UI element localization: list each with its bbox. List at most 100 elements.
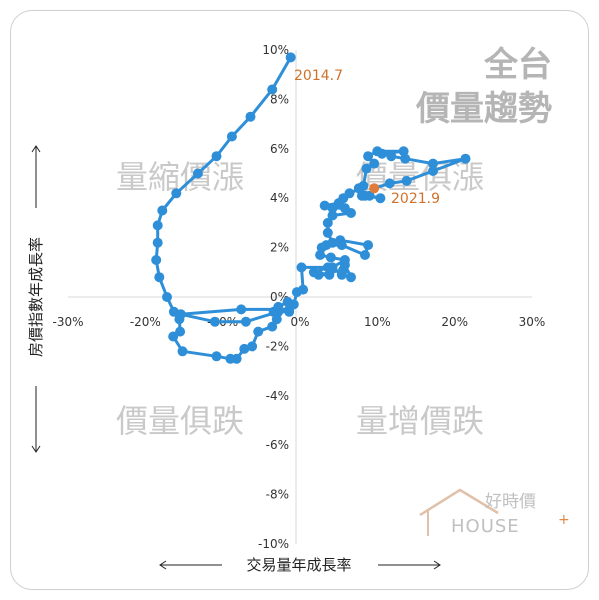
data-point xyxy=(296,262,307,273)
data-point xyxy=(363,240,374,251)
data-point xyxy=(400,153,411,164)
data-point xyxy=(325,252,336,263)
data-point xyxy=(236,304,247,315)
data-point xyxy=(154,272,165,283)
x-axis-title: 交易量年成長率 xyxy=(246,556,351,574)
data-point xyxy=(327,237,338,248)
y-axis-arrow-bottom-head xyxy=(31,445,41,453)
house-plus-logo: 好時價 HOUSE + xyxy=(419,488,570,537)
data-point xyxy=(356,190,367,201)
y-tick-labels: 10%8%6%4%2%0%-2%-4%-6%-8%-10% xyxy=(258,43,289,551)
data-point xyxy=(460,153,471,164)
data-point xyxy=(273,306,284,317)
data-point xyxy=(339,255,350,265)
data-point xyxy=(327,262,338,273)
y-axis-title: 房價指數年成長率 xyxy=(27,237,45,357)
annotation-end: 2021.9 xyxy=(391,191,440,207)
x-tick-labels: -30% -20% -10% 0% 10% 20% 30% xyxy=(52,315,545,329)
data-point xyxy=(152,237,163,248)
data-point xyxy=(152,220,163,231)
data-point xyxy=(240,316,251,327)
y-tick-label: -2% xyxy=(266,339,289,353)
y-axis-title-group: 房價指數年成長率 xyxy=(27,145,45,453)
data-point xyxy=(239,343,250,354)
y-tick-label: -4% xyxy=(266,389,289,403)
y-tick-label: -6% xyxy=(266,438,289,452)
data-point xyxy=(313,269,324,280)
data-point xyxy=(177,346,188,357)
data-point xyxy=(377,148,387,159)
y-tick-label: -8% xyxy=(266,488,289,502)
x-tick-label: 10% xyxy=(364,315,391,329)
x-tick-label: -30% xyxy=(52,315,83,329)
data-point xyxy=(162,292,172,302)
x-axis-arrow-left-head xyxy=(159,560,167,570)
data-point xyxy=(322,217,333,228)
data-point xyxy=(428,158,438,169)
data-point xyxy=(267,321,278,332)
data-point xyxy=(245,111,256,122)
data-point xyxy=(211,351,222,362)
data-point xyxy=(284,306,295,317)
house-roof-icon xyxy=(419,488,499,517)
chart-frame xyxy=(10,10,589,590)
logo-text-cn: 好時價 xyxy=(485,492,536,512)
x-axis-title-group: 交易量年成長率 xyxy=(159,556,441,574)
data-point xyxy=(288,299,299,310)
quadrant-label-bottom-left: 價量俱跌 xyxy=(116,402,244,440)
data-point xyxy=(338,193,349,204)
data-point xyxy=(369,158,380,169)
data-point xyxy=(151,255,162,265)
quadrant-label-bottom-right: 量增價跌 xyxy=(356,402,484,440)
data-point xyxy=(336,269,347,280)
data-point xyxy=(192,168,203,179)
data-point xyxy=(171,188,182,199)
y-tick-label: -10% xyxy=(258,537,289,551)
y-axis-arrow-top-head xyxy=(31,145,41,153)
data-point xyxy=(346,272,356,283)
data-point xyxy=(247,341,258,352)
chart-title-line-2: 價量趨勢 xyxy=(415,89,552,129)
data-point xyxy=(298,284,309,295)
y-tick-label: 4% xyxy=(270,191,289,205)
data-point xyxy=(363,151,374,162)
data-point xyxy=(285,52,296,63)
data-point xyxy=(327,210,338,221)
chart-title-line-1: 全台 xyxy=(483,45,552,85)
x-tick-label: 0% xyxy=(290,315,309,329)
data-point xyxy=(267,84,278,95)
data-point xyxy=(168,331,179,342)
x-tick-label: 20% xyxy=(441,315,468,329)
y-tick-label: 10% xyxy=(262,43,289,57)
logo-plus-icon: + xyxy=(558,512,570,528)
y-tick-label: 6% xyxy=(270,142,289,156)
data-point xyxy=(319,200,330,211)
data-point xyxy=(384,178,395,189)
data-point-latest xyxy=(369,183,380,194)
data-point xyxy=(209,316,220,327)
data-point xyxy=(322,227,333,238)
x-tick-label: 30% xyxy=(519,315,546,329)
data-point xyxy=(428,166,438,176)
x-tick-label: -20% xyxy=(130,315,161,329)
data-point xyxy=(175,309,186,320)
data-point xyxy=(157,205,168,216)
x-axis-arrow-right-head xyxy=(433,560,441,570)
logo-text-en: HOUSE xyxy=(451,516,520,537)
data-point xyxy=(364,190,375,201)
data-point xyxy=(375,193,386,204)
data-point xyxy=(231,353,242,364)
data-point xyxy=(226,131,237,142)
data-point xyxy=(253,326,264,337)
y-tick-label: 8% xyxy=(270,92,289,106)
data-point xyxy=(335,235,346,246)
annotation-start: 2014.7 xyxy=(294,68,343,84)
data-point xyxy=(211,151,222,162)
series-trajectory xyxy=(151,52,471,364)
data-point xyxy=(360,250,370,260)
data-point xyxy=(386,151,397,162)
data-point xyxy=(401,175,412,186)
y-tick-label: 2% xyxy=(270,241,289,255)
data-point xyxy=(175,326,186,337)
